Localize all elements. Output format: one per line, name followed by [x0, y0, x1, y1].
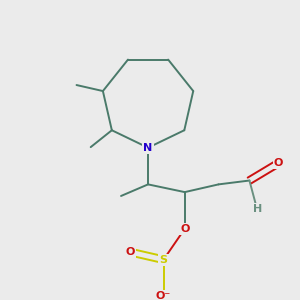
Text: N: N — [143, 143, 153, 153]
Text: O: O — [180, 224, 189, 234]
Text: O: O — [125, 247, 134, 257]
Text: O⁻: O⁻ — [156, 291, 171, 300]
Text: O: O — [274, 158, 283, 168]
Text: H: H — [253, 205, 262, 214]
Text: S: S — [160, 255, 167, 265]
